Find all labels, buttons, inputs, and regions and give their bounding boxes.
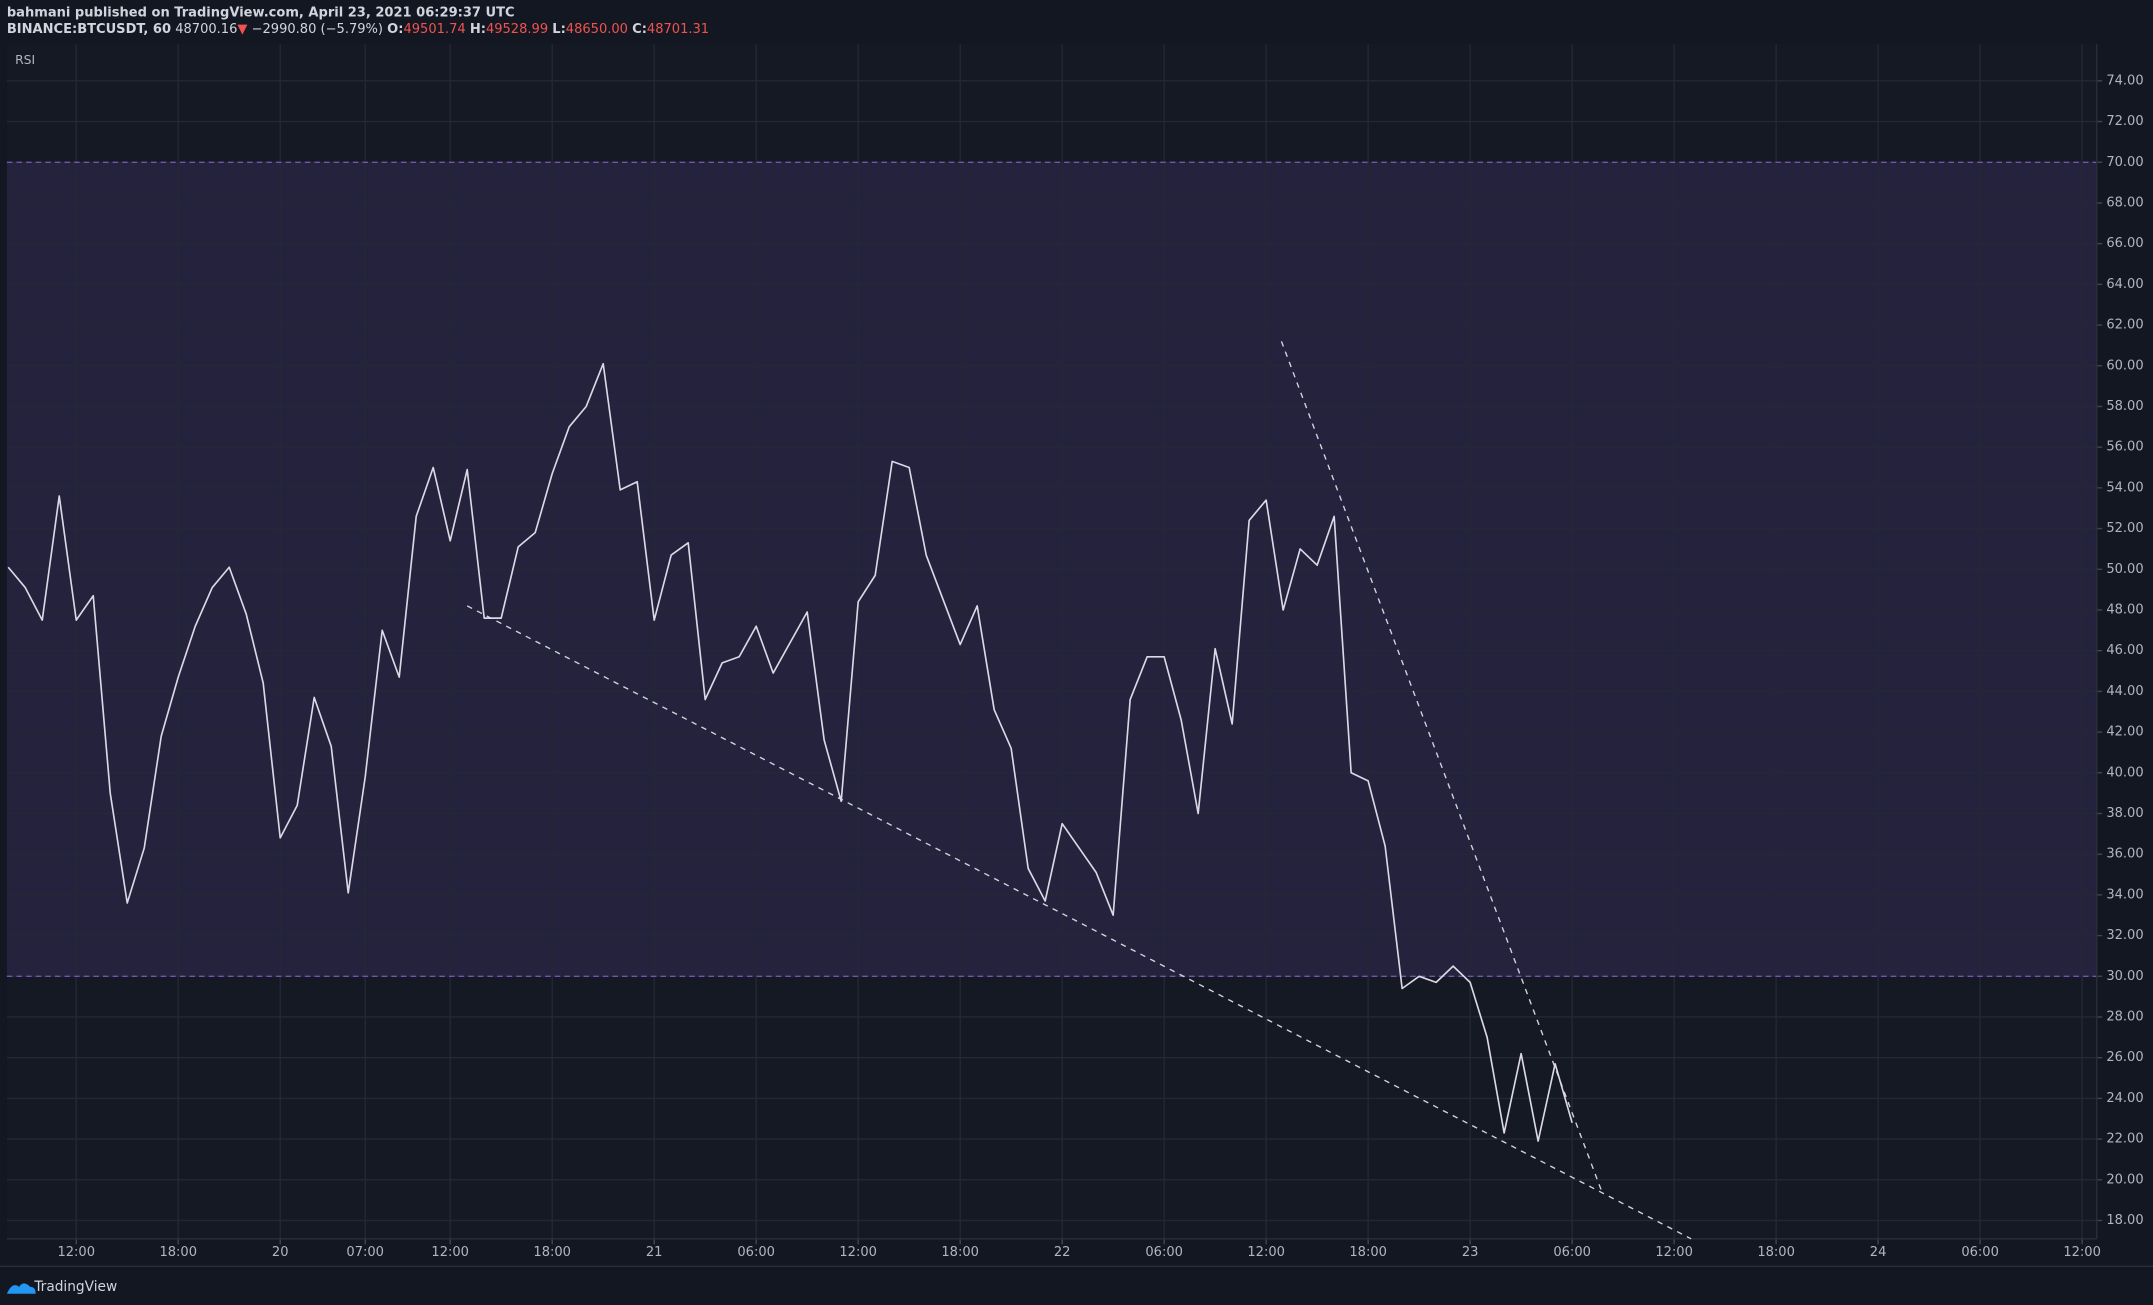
y-tick-label: 38.00: [2106, 806, 2143, 821]
x-tick-label: 12:00: [1655, 1245, 1693, 1260]
y-tick-label: 50.00: [2106, 562, 2143, 577]
y-tick-label: 32.00: [2106, 928, 2143, 943]
y-tick-label: 56.00: [2106, 440, 2143, 455]
c-label: C:: [632, 22, 647, 37]
last: 48700.16: [175, 22, 237, 37]
x-tick-label: 18:00: [1349, 1245, 1387, 1260]
close: 48701.31: [647, 22, 709, 37]
y-tick-label: 48.00: [2106, 602, 2143, 617]
x-tick-label: 20: [272, 1245, 289, 1260]
indicator-label: RSI: [15, 53, 35, 67]
x-tick-label: 06:00: [1961, 1245, 1999, 1260]
x-tick-label: 12:00: [431, 1245, 469, 1260]
x-tick-label: 06:00: [737, 1245, 775, 1260]
x-tick-label: 22: [1054, 1245, 1071, 1260]
rsi-line: [7, 362, 1573, 1142]
change: −2990.80 (−5.79%): [252, 22, 383, 37]
ohlc-line: BINANCE:BTCUSDT, 60 48700.16▼ −2990.80 (…: [7, 22, 709, 37]
y-tick-label: 64.00: [2106, 277, 2143, 292]
y-tick-label: 36.00: [2106, 847, 2143, 862]
y-tick-label: 20.00: [2106, 1172, 2143, 1187]
x-tick-label: 18:00: [941, 1245, 979, 1260]
y-tick-label: 60.00: [2106, 358, 2143, 373]
y-tick-label: 30.00: [2106, 969, 2143, 984]
x-tick-label: 06:00: [1145, 1245, 1183, 1260]
x-tick-label: 06:00: [1553, 1245, 1591, 1260]
y-tick-label: 74.00: [2106, 73, 2143, 88]
x-tick-label: 12:00: [2063, 1245, 2101, 1260]
published: bahmani published on TradingView.com, Ap…: [7, 5, 515, 20]
y-tick-label: 58.00: [2106, 399, 2143, 414]
y-tick-label: 34.00: [2106, 887, 2143, 902]
y-tick-label: 44.00: [2106, 684, 2143, 699]
y-tick-label: 68.00: [2106, 195, 2143, 210]
x-tick-label: 18:00: [533, 1245, 571, 1260]
y-tick-label: 62.00: [2106, 318, 2143, 333]
y-tick-label: 26.00: [2106, 1050, 2143, 1065]
o-label: O:: [387, 22, 403, 37]
symbol: BINANCE:BTCUSDT, 60: [7, 22, 171, 37]
brand-logo: [6, 1283, 36, 1294]
published-line: bahmani published on TradingView.com, Ap…: [7, 5, 515, 20]
l-label: L:: [552, 22, 566, 37]
y-tick-label: 42.00: [2106, 725, 2143, 740]
x-tick-label: 07:00: [346, 1245, 384, 1260]
x-tick-label: 12:00: [57, 1245, 95, 1260]
y-tick-label: 40.00: [2106, 765, 2143, 780]
y-tick-label: 18.00: [2106, 1213, 2143, 1228]
x-tick-label: 18:00: [159, 1245, 197, 1260]
y-tick-label: 52.00: [2106, 521, 2143, 536]
y-tick-label: 46.00: [2106, 643, 2143, 658]
trendline: [1280, 341, 1604, 1195]
brand: TradingView: [33, 1279, 117, 1295]
high: 49528.99: [486, 22, 548, 37]
x-tick-label: 24: [1870, 1245, 1887, 1260]
x-tick-label: 12:00: [1247, 1245, 1285, 1260]
y-tick-label: 70.00: [2106, 155, 2143, 170]
x-tick-label: 21: [646, 1245, 663, 1260]
plot-layer: 18.00 20.00 22.00 24.00 26.00 28.00 30.00 32.00…: [6, 44, 2144, 1260]
x-tick-label: 23: [1462, 1245, 1479, 1260]
y-tick-label: 24.00: [2106, 1091, 2143, 1106]
y-tick-label: 66.00: [2106, 236, 2143, 251]
h-label: H:: [470, 22, 486, 37]
arrow: ▼: [237, 22, 247, 37]
y-tick-label: 22.00: [2106, 1132, 2143, 1147]
low: 48650.00: [566, 22, 628, 37]
y-tick-label: 72.00: [2106, 114, 2143, 129]
open: 49501.74: [403, 22, 465, 37]
x-tick-label: 18:00: [1757, 1245, 1795, 1260]
y-tick-label: 54.00: [2106, 480, 2143, 495]
x-tick-label: 12:00: [839, 1245, 877, 1260]
y-tick-label: 28.00: [2106, 1009, 2143, 1024]
